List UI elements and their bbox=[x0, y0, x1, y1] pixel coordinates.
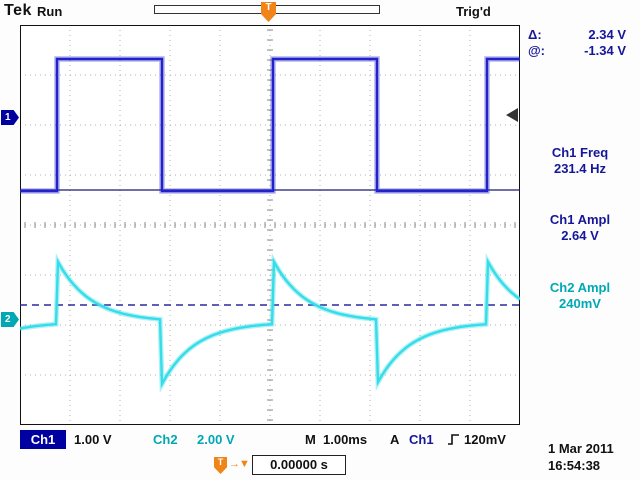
time-readout: 16:54:38 bbox=[548, 458, 601, 473]
cursor-at-value: -1.34 V bbox=[584, 43, 626, 58]
measurement-value: 231.4 Hz bbox=[553, 161, 607, 176]
trigger-level-value: 120mV bbox=[464, 432, 506, 447]
cursor-at-label: @: bbox=[528, 43, 546, 58]
cursor-at-row: @: -1.34 V bbox=[528, 43, 626, 59]
trigger-source: Ch1 bbox=[409, 432, 434, 447]
date-readout: 1 Mar 2011 bbox=[548, 441, 614, 456]
ch2-ground-marker: 2 bbox=[1, 312, 19, 327]
measurement-label: Ch1 Freq bbox=[551, 145, 609, 160]
trigger-position-marker-icon: T bbox=[261, 2, 276, 22]
acquisition-status: Run bbox=[37, 4, 63, 19]
trigger-mode-label: A bbox=[390, 432, 400, 447]
cursor-delta-row: Δ: 2.34 V bbox=[528, 27, 626, 43]
ch1-scale-badge: Ch1 bbox=[20, 430, 66, 449]
measurement-ch1-freq: Ch1 Freq 231.4 Hz bbox=[522, 145, 638, 177]
timebase-label: M bbox=[305, 432, 316, 447]
tek-logo: Tek bbox=[4, 2, 32, 19]
rising-edge-icon bbox=[447, 432, 460, 447]
scope-canvas bbox=[19, 25, 522, 425]
measurement-ch2-ampl: Ch2 Ampl 240mV bbox=[522, 280, 638, 312]
timebase-value: 1.00ms bbox=[323, 432, 368, 447]
measurement-label: Ch2 Ampl bbox=[549, 280, 611, 295]
ch2-volts-per-div: 2.00 V bbox=[197, 432, 235, 447]
measurement-value: 240mV bbox=[559, 296, 601, 311]
trigger-time-readout: 0.00000 s bbox=[252, 455, 346, 475]
cursor-delta-label: Δ: bbox=[528, 27, 542, 42]
trigger-offset-arrow-icon: →▼ bbox=[229, 458, 250, 470]
measurement-value: 2.64 V bbox=[561, 228, 599, 243]
cursor-delta-value: 2.34 V bbox=[588, 27, 626, 42]
trigger-status: Trig'd bbox=[456, 4, 491, 19]
graticule bbox=[19, 25, 522, 425]
ch2-scale-label: Ch2 bbox=[153, 432, 178, 447]
measurement-label: Ch1 Ampl bbox=[549, 212, 611, 227]
cursor-readout: Δ: 2.34 V @: -1.34 V bbox=[528, 27, 626, 59]
trigger-time-marker-icon: T bbox=[214, 457, 227, 474]
ch1-ground-marker: 1 bbox=[1, 110, 19, 125]
measurement-ch1-ampl: Ch1 Ampl 2.64 V bbox=[522, 212, 638, 244]
ch1-volts-per-div: 1.00 V bbox=[74, 432, 112, 447]
